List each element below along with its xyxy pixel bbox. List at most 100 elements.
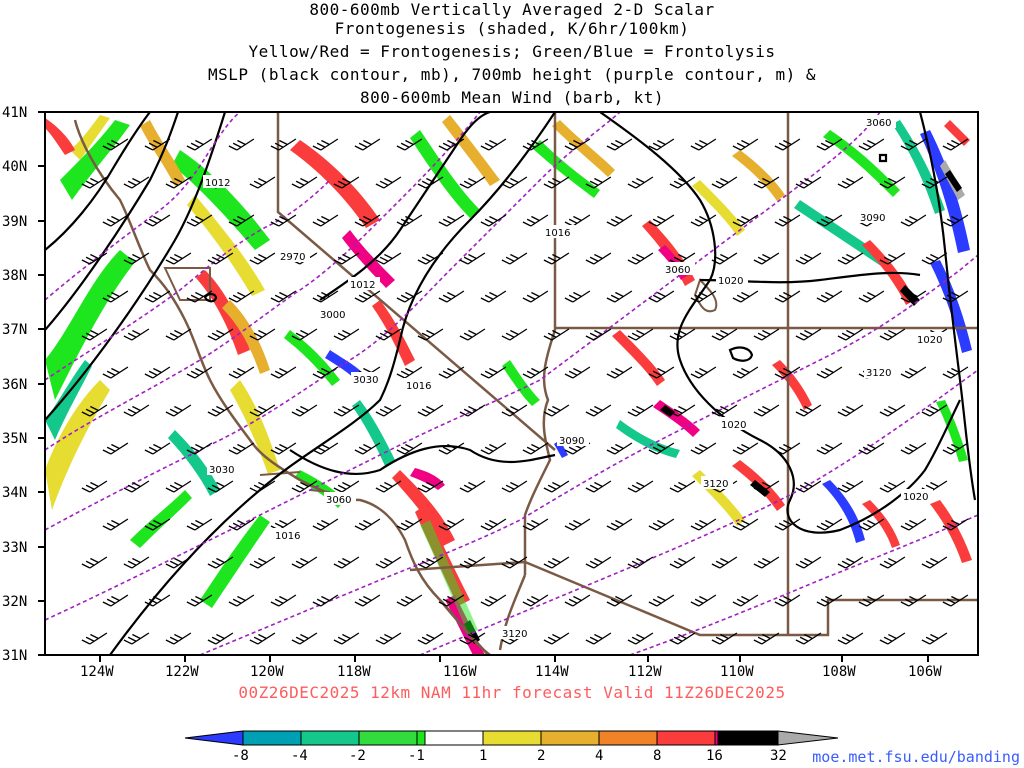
wind-barb (753, 632, 780, 645)
wind-barb (81, 632, 108, 645)
lon-label: 110W (720, 664, 754, 680)
wind-barb (732, 442, 759, 455)
wind-barb (81, 480, 108, 493)
wind-barb (543, 252, 570, 265)
wind-barb (396, 366, 423, 379)
wind-barb (312, 290, 339, 303)
wind-barb (228, 366, 255, 379)
wind-barb (837, 252, 864, 265)
lon-label: 120W (250, 664, 284, 680)
wind-barb (711, 252, 738, 265)
wind-barb (480, 366, 507, 379)
wind-barb (690, 366, 717, 379)
wind-barb (858, 518, 885, 531)
wind-barb (879, 556, 906, 569)
wind-barb (186, 290, 213, 303)
wind-barb (81, 404, 108, 417)
wind-barb (879, 252, 906, 265)
wind-barb (837, 480, 864, 493)
lon-label: 122W (165, 664, 199, 680)
wind-barb (249, 404, 276, 417)
height-label: 3060 (663, 262, 695, 276)
wind-barb (753, 176, 780, 189)
wind-barb (207, 556, 234, 569)
mslp-label: 1016 (543, 225, 575, 239)
wind-barb (480, 594, 507, 607)
wind-barb (921, 632, 948, 645)
wind-barb (186, 366, 213, 379)
wind-barb (165, 480, 192, 493)
wind-barb (606, 290, 633, 303)
wind-barb (795, 480, 822, 493)
wind-barb (438, 594, 465, 607)
wind-barb (144, 366, 171, 379)
wind-barb (942, 366, 969, 379)
wind-barb (396, 594, 423, 607)
lat-label: 36N (2, 377, 27, 393)
wind-barb (564, 518, 591, 531)
wind-barb (585, 556, 612, 569)
wind-barb (669, 176, 696, 189)
wind-barb (102, 138, 129, 151)
wind-barb (438, 138, 465, 151)
wind-barb (585, 328, 612, 341)
wind-barb (144, 290, 171, 303)
colorbar-label: -2 (349, 748, 366, 764)
wind-barb (522, 442, 549, 455)
wind-barb (417, 328, 444, 341)
wind-barb (543, 404, 570, 417)
wind-barb (438, 366, 465, 379)
wind-barb (333, 252, 360, 265)
height-label: 3090 (858, 210, 890, 224)
wind-barb (102, 290, 129, 303)
wind-barb (753, 556, 780, 569)
colorbar-segment (424, 730, 484, 746)
wind-barb (900, 138, 927, 151)
wind-barb (480, 138, 507, 151)
wind-barb (564, 214, 591, 227)
wind-barb (270, 138, 297, 151)
wind-barb (501, 328, 528, 341)
wind-barb (564, 366, 591, 379)
wind-barb (207, 404, 234, 417)
wind-barb (417, 176, 444, 189)
wind-barb (690, 138, 717, 151)
wind-barb (942, 442, 969, 455)
wind-barb (648, 214, 675, 227)
wind-barb (270, 214, 297, 227)
colorbar-segment (598, 730, 658, 746)
wind-barb (858, 594, 885, 607)
wind-barb (228, 518, 255, 531)
wind-barb (543, 328, 570, 341)
wind-barb (795, 176, 822, 189)
wind-barb (375, 252, 402, 265)
height-label: 3060 (324, 492, 356, 506)
wind-barb (795, 404, 822, 417)
wind-barb (816, 214, 843, 227)
wind-barb (837, 556, 864, 569)
wind-barb (627, 556, 654, 569)
wind-barb (102, 518, 129, 531)
svg-text:3120: 3120 (866, 368, 891, 379)
height-contours (45, 112, 978, 655)
state-borders (73, 112, 978, 655)
lon-label: 114W (535, 664, 569, 680)
wind-barb (270, 366, 297, 379)
wind-barb (900, 518, 927, 531)
wind-barb (102, 366, 129, 379)
wind-barb (438, 442, 465, 455)
wind-barb (144, 518, 171, 531)
wind-barb (942, 214, 969, 227)
wind-barb (900, 290, 927, 303)
frontogenesis-shading (45, 115, 972, 655)
svg-text:1012: 1012 (350, 280, 375, 291)
wind-barb (417, 480, 444, 493)
wind-barb (354, 518, 381, 531)
svg-text:1020: 1020 (917, 335, 942, 346)
wind-barb (270, 290, 297, 303)
wind-barb (690, 290, 717, 303)
source-url-link[interactable]: moe.met.fsu.edu/banding (812, 748, 1020, 766)
wind-barb (606, 138, 633, 151)
wind-barb (942, 290, 969, 303)
wind-barb (81, 252, 108, 265)
